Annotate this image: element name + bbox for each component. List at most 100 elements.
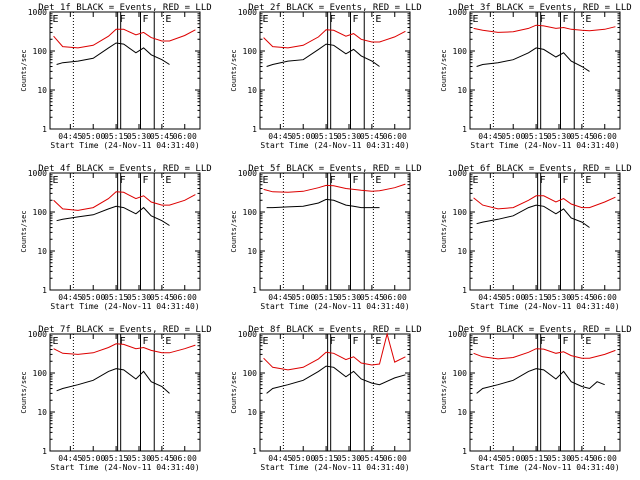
x-tick-label: 05:30 [547, 454, 571, 463]
x-tick-label: 05:00 [501, 293, 525, 302]
series-line-events [56, 42, 170, 65]
marker-label: F [143, 14, 149, 25]
panel-det-8: Det 8f BLACK = Events, RED = LLD 1 10 100 10… [230, 325, 422, 472]
x-tick-label: 05:00 [81, 454, 105, 463]
marker-label: E [375, 175, 381, 186]
x-tick-label: 05:30 [337, 454, 361, 463]
marker-label: F [540, 175, 546, 186]
panel-det-2: Det 2f BLACK = Events, RED = LLD 1 10 100 10… [230, 3, 422, 150]
y-tick-label: 1000 [238, 169, 257, 178]
y-tick-label: 10 [37, 247, 47, 256]
marker-label: F [353, 14, 359, 25]
x-tick-label: 05:45 [150, 132, 174, 141]
marker-label: E [53, 336, 59, 347]
series-line-events [266, 365, 406, 394]
y-tick-label: 1000 [238, 8, 257, 17]
y-tick-label: 10 [37, 408, 47, 417]
panel-det-7: Det 7f BLACK = Events, RED = LLD 1 10 100 10… [20, 325, 212, 472]
x-tick-label: 05:15 [524, 132, 548, 141]
marker-label: E [263, 14, 269, 25]
y-tick-label: 1 [252, 447, 257, 456]
plot-frame [469, 333, 621, 452]
series-line-lld [53, 343, 196, 355]
y-tick-label: 10 [37, 86, 47, 95]
marker-label: E [473, 336, 479, 347]
series-line-lld [53, 28, 196, 49]
x-tick-label: 05:15 [104, 454, 128, 463]
x-tick-label: 05:00 [501, 454, 525, 463]
y-tick-label: 100 [453, 369, 468, 378]
panel-title: Det 9f BLACK = Events, RED = LLD [458, 325, 631, 335]
y-tick-label: 1 [462, 447, 467, 456]
y-axis-label: Counts/sec [440, 371, 448, 413]
x-tick-label: 05:45 [150, 293, 174, 302]
y-tick-label: 10 [247, 247, 257, 256]
marker-label: F [540, 14, 546, 25]
marker-label: F [120, 14, 126, 25]
marker-label: E [165, 14, 171, 25]
x-tick-label: 05:30 [127, 454, 151, 463]
x-tick-label: 04:45 [478, 293, 502, 302]
marker-label: E [585, 14, 591, 25]
panel-det-4: Det 4f BLACK = Events, RED = LLD 1 10 100 10… [20, 164, 212, 311]
plot-frame [49, 11, 201, 130]
y-tick-label: 10 [457, 86, 467, 95]
x-tick-label: 05:15 [314, 132, 338, 141]
marker-label: F [563, 175, 569, 186]
x-axis-label: Start Time (24-Nov-11 04:31:40) [50, 141, 199, 150]
y-axis-label: Counts/sec [230, 49, 238, 91]
y-tick-label: 1000 [28, 330, 47, 339]
plot-frame [259, 333, 411, 452]
x-tick-label: 05:45 [150, 454, 174, 463]
x-tick-label: 05:15 [524, 293, 548, 302]
y-tick-label: 1 [252, 125, 257, 134]
y-axis-label: Counts/sec [20, 210, 28, 252]
marker-label: F [143, 175, 149, 186]
plot-frame [49, 172, 201, 291]
x-tick-label: 05:45 [570, 132, 594, 141]
x-tick-label: 05:45 [360, 454, 384, 463]
y-axis-label: Counts/sec [230, 371, 238, 413]
y-tick-label: 10 [247, 408, 257, 417]
panel-title: Det 8f BLACK = Events, RED = LLD [248, 325, 421, 335]
y-tick-label: 1 [462, 125, 467, 134]
marker-label: E [375, 14, 381, 25]
x-tick-label: 04:45 [58, 293, 82, 302]
x-tick-label: 05:00 [291, 132, 315, 141]
series-line-lld [473, 195, 616, 210]
marker-label: F [143, 336, 149, 347]
x-tick-label: 05:30 [337, 293, 361, 302]
x-tick-label: 05:00 [81, 132, 105, 141]
y-axis-label: Counts/sec [440, 49, 448, 91]
x-axis-label: Start Time (24-Nov-11 04:31:40) [470, 463, 619, 472]
x-axis-label: Start Time (24-Nov-11 04:31:40) [260, 302, 409, 311]
x-tick-label: 06:00 [593, 132, 617, 141]
y-tick-label: 1 [42, 286, 47, 295]
y-tick-label: 100 [243, 208, 258, 217]
y-tick-label: 1000 [28, 169, 47, 178]
marker-label: E [263, 175, 269, 186]
marker-label: E [165, 175, 171, 186]
x-tick-label: 05:00 [81, 293, 105, 302]
panel-title: Det 4f BLACK = Events, RED = LLD [38, 164, 211, 174]
y-tick-label: 1000 [448, 8, 467, 17]
x-tick-label: 04:45 [268, 454, 292, 463]
series-line-lld [473, 348, 616, 360]
x-tick-label: 06:00 [383, 293, 407, 302]
panel-title: Det 3f BLACK = Events, RED = LLD [458, 3, 631, 13]
x-axis-label: Start Time (24-Nov-11 04:31:40) [260, 141, 409, 150]
series-line-events [266, 198, 380, 209]
series-line-lld [263, 332, 406, 371]
y-tick-label: 100 [243, 369, 258, 378]
series-line-lld [53, 191, 196, 211]
x-axis-label: Start Time (24-Nov-11 04:31:40) [260, 463, 409, 472]
marker-label: F [120, 175, 126, 186]
y-axis-label: Counts/sec [20, 371, 28, 413]
y-tick-label: 100 [33, 47, 48, 56]
y-tick-label: 10 [247, 86, 257, 95]
marker-label: F [353, 336, 359, 347]
x-tick-label: 06:00 [383, 132, 407, 141]
x-tick-label: 05:30 [547, 132, 571, 141]
x-axis-label: Start Time (24-Nov-11 04:31:40) [470, 141, 619, 150]
marker-label: F [563, 336, 569, 347]
